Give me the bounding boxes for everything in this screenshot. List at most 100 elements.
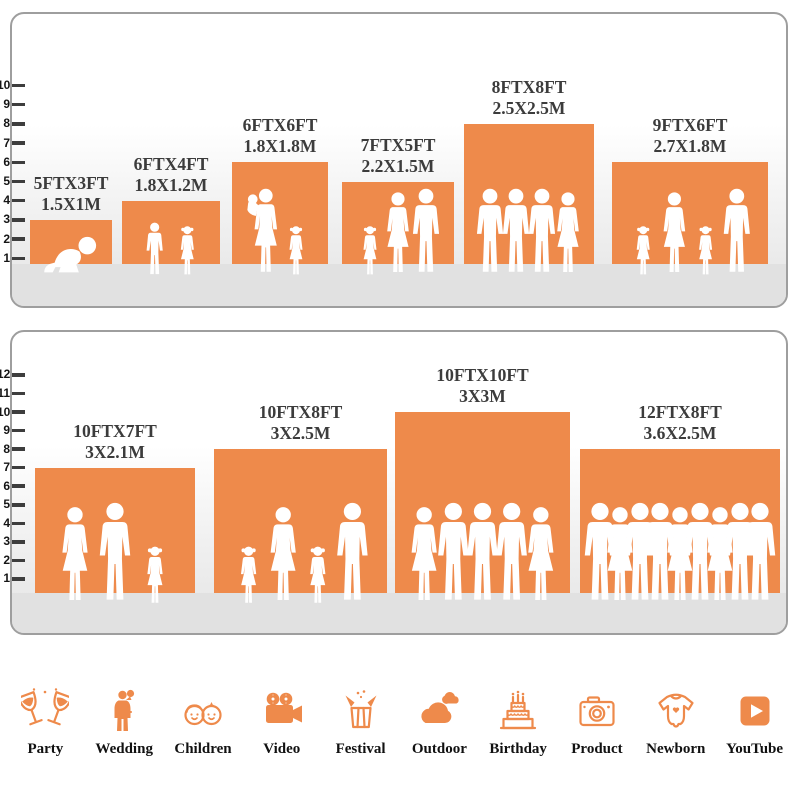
backdrop-bar [122, 200, 220, 264]
people-silhouettes [146, 222, 194, 275]
axis-tick-label: 1 [3, 250, 10, 265]
woman-silhouette [62, 507, 88, 600]
axis-tick-mark [12, 540, 25, 544]
man-silhouette [744, 502, 776, 600]
category-label: Video [263, 741, 301, 757]
category-label: Birthday [489, 741, 547, 757]
bar-size-feet: 12FTX8FT [638, 402, 722, 423]
bar-size-feet: 5FTX3FT [33, 172, 109, 193]
axis-tick-mark [12, 577, 25, 581]
category-item-birthday: Birthday [480, 687, 556, 758]
category-label: Wedding [95, 741, 153, 757]
axis-tick-mark [12, 391, 25, 396]
axis-tick-label: 1 [3, 571, 10, 586]
bar-size-feet: 10FTX7FT [73, 420, 157, 441]
people-silhouettes [44, 236, 97, 273]
category-item-festival: Festival [323, 687, 399, 758]
bar-size-meters: 3X2.1M [85, 441, 145, 462]
man-silhouette [337, 502, 368, 600]
axis-tick-label: 2 [3, 231, 10, 246]
axis-tick-label: 4 [3, 193, 10, 208]
axis-tick-label: 8 [3, 116, 10, 131]
category-item-video: Video [244, 687, 320, 758]
party-icon [21, 687, 69, 735]
girl-silhouette [147, 546, 163, 603]
woman-silhouette [663, 192, 686, 272]
bar-size-label: 12FTX8FT 3.6X2.5M [638, 402, 722, 444]
category-label: Product [571, 741, 623, 757]
category-item-outdoor: Outdoor [401, 687, 477, 758]
video-icon [258, 687, 306, 735]
girl-silhouette [180, 226, 194, 275]
bar-size-meters: 1.5X1M [41, 193, 101, 214]
axis-tick-label: 3 [3, 534, 10, 549]
children-icon [179, 687, 227, 735]
bar-size-meters: 2.7X1.8M [653, 136, 727, 157]
category-item-product: Product [559, 687, 635, 758]
axis-tick-label: 4 [3, 515, 10, 530]
axis-tick-mark [12, 179, 25, 184]
bar-size-feet: 10FTX10FT [436, 365, 529, 385]
backdrop-panel-medium: 12345678910111210FTX7FT3X2.1M10FTX8FT3X2… [0, 330, 788, 635]
people-silhouettes [247, 188, 303, 275]
people-silhouettes [584, 502, 776, 600]
bar-size-feet: 9FTX6FT [652, 115, 728, 136]
bar-size-label: 9FTX6FT 2.7X1.8M [653, 115, 728, 157]
people-silhouettes [62, 502, 163, 603]
axis-tick-mark [12, 218, 25, 222]
axis-tick-label: 6 [3, 154, 10, 169]
bar-size-feet: 8FTX8FT [491, 76, 567, 97]
bar-size-label: 6FTX6FT 1.8X1.8M [243, 115, 318, 157]
axis-tick-mark [12, 122, 25, 126]
axis-tick-mark [12, 484, 25, 488]
bar-size-feet: 10FTX8FT [258, 402, 343, 423]
bar-size-meters: 3X3M [459, 386, 506, 406]
bar-size-meters: 2.2X1.5M [361, 155, 435, 176]
man-silhouette [528, 188, 556, 272]
people-silhouettes [636, 188, 750, 275]
category-label: Festival [335, 741, 386, 757]
axis-tick-mark [12, 410, 25, 414]
axis-tick-label: 9 [3, 423, 10, 438]
axis-tick-label: 5 [3, 497, 10, 512]
axis-tick-mark [12, 503, 25, 507]
bar-size-meters: 3X2.5M [270, 423, 331, 444]
people-silhouettes [476, 188, 579, 272]
wedding-icon [100, 687, 148, 735]
man-silhouette [467, 502, 498, 600]
youtube-icon [731, 687, 779, 735]
girl-silhouette [289, 226, 303, 275]
bar-size-label: 5FTX3FT 1.5X1M [34, 173, 109, 215]
category-item-party: Party [7, 687, 83, 758]
bar-size-label: 10FTX8FT 3X2.5M [259, 402, 343, 444]
man-silhouette [99, 502, 131, 600]
man-silhouette [476, 188, 504, 272]
bar-size-meters: 3.6X2.5M [643, 423, 717, 444]
axis-tick-mark [12, 198, 25, 203]
man-silhouette [438, 502, 469, 600]
girl-silhouette [310, 546, 326, 603]
man-silhouette [624, 502, 656, 600]
category-label: Outdoor [411, 741, 467, 757]
axis-tick-mark [12, 83, 25, 88]
man-silhouette [723, 188, 750, 272]
category-item-youtube: YouTube [717, 687, 793, 758]
birthday-icon [494, 687, 542, 735]
category-item-wedding: Wedding [86, 687, 162, 758]
floor-area [12, 593, 786, 633]
axis-tick-label: 12 [0, 367, 11, 382]
axis-tick-mark [12, 373, 25, 377]
axis-tick-label: 10 [0, 78, 11, 92]
man-silhouette [502, 188, 530, 272]
girl-silhouette [699, 226, 713, 275]
bar-size-feet: 6FTX4FT [133, 153, 209, 174]
axis-tick-mark [12, 465, 25, 470]
axis-tick-mark [12, 102, 25, 107]
woman-silhouette [528, 507, 554, 600]
girl-silhouette [363, 226, 377, 275]
category-label: Party [27, 741, 64, 757]
people-silhouettes [363, 188, 440, 275]
axis-tick-label: 3 [3, 212, 10, 227]
man-silhouette [412, 188, 440, 272]
category-label: YouTube [726, 741, 784, 757]
